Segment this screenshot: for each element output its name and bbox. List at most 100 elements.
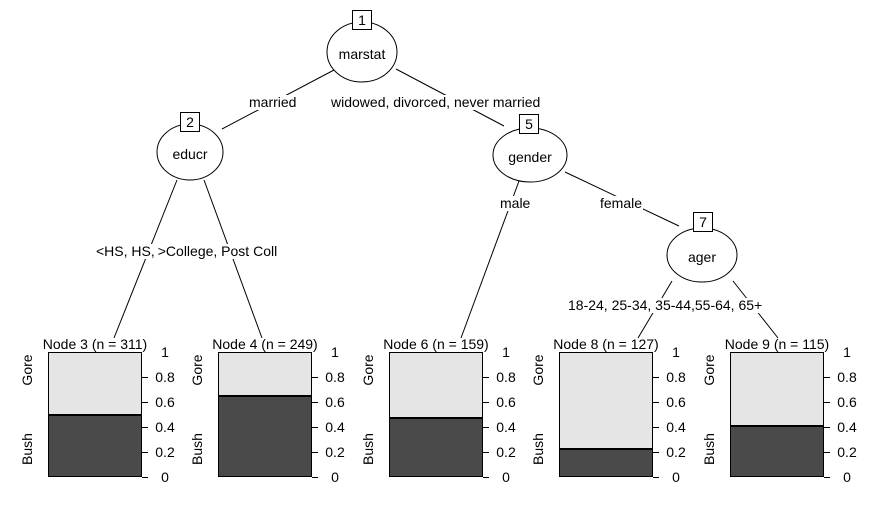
y-tick-0.6 <box>653 402 659 403</box>
bush-segment <box>49 414 141 476</box>
edge-label-educr-categories: <HS, HS, >College, Post Coll <box>95 243 279 259</box>
node1-variable-label: marstat <box>338 46 386 62</box>
y-tick-0.8 <box>824 377 830 378</box>
bush-axis-label: Bush <box>360 433 376 465</box>
bar-plot-box <box>730 352 824 477</box>
y-tick-0 <box>483 477 489 478</box>
y-tick-label: 0.2 <box>666 444 686 460</box>
bush-axis-label: Bush <box>701 433 717 465</box>
y-tick-label: 0 <box>843 469 851 485</box>
y-tick-label: 0 <box>331 469 339 485</box>
terminal-panel-node8: Node 8 (n = 127) 1 0.8 0.6 0.4 0.2 0 Gor… <box>530 337 686 497</box>
y-tick-0.8 <box>483 377 489 378</box>
y-tick-label: 0.2 <box>496 444 516 460</box>
y-tick-0.8 <box>142 377 148 378</box>
y-tick-label: 0.6 <box>496 394 516 410</box>
y-tick-0.2 <box>312 452 318 453</box>
gore-axis-label: Gore <box>530 354 546 386</box>
y-tick-0.6 <box>312 402 318 403</box>
bar-plot-box <box>218 352 312 477</box>
gore-axis-label: Gore <box>360 354 376 386</box>
y-tick-label: 1 <box>502 344 510 360</box>
bush-segment <box>731 425 823 476</box>
node7-id-badge: 7 <box>693 212 713 232</box>
panel-title: Node 9 (n = 115) <box>724 336 830 352</box>
y-tick-label: 0.8 <box>666 369 686 385</box>
y-tick-label: 0.6 <box>666 394 686 410</box>
y-tick-label: 0.8 <box>837 369 857 385</box>
gore-segment <box>731 353 823 426</box>
y-tick-0 <box>653 477 659 478</box>
y-tick-0.4 <box>312 427 318 428</box>
bush-segment <box>219 396 311 476</box>
y-tick-0.2 <box>483 452 489 453</box>
bush-segment <box>390 418 482 476</box>
node1-id-badge: 1 <box>352 10 372 30</box>
gore-axis-label: Gore <box>189 354 205 386</box>
y-tick-0.6 <box>483 402 489 403</box>
y-tick-label: 0 <box>672 469 680 485</box>
y-tick-0.6 <box>824 402 830 403</box>
bar-plot-box <box>389 352 483 477</box>
edge-label-educr-left: <HS, HS, <box>96 243 155 259</box>
y-tick-label: 0 <box>502 469 510 485</box>
edge-label-educr-right: >College, Post Coll <box>157 243 278 259</box>
bush-axis-label: Bush <box>189 433 205 465</box>
y-tick-label: 0.6 <box>155 394 175 410</box>
panel-title: Node 4 (n = 249) <box>212 336 318 352</box>
gore-segment <box>390 353 482 419</box>
y-tick-label: 0.4 <box>325 419 345 435</box>
node5-id-badge: 5 <box>519 114 539 134</box>
node5-variable-label: gender <box>508 149 552 165</box>
bar-plot-box <box>48 352 142 477</box>
y-tick-0.2 <box>824 452 830 453</box>
y-tick-label: 0.2 <box>837 444 857 460</box>
edge-label-widowed-divorced-never-married: widowed, divorced, never married <box>330 94 542 110</box>
gore-segment <box>560 353 652 449</box>
y-tick-label: 0.4 <box>837 419 857 435</box>
y-tick-label: 0.4 <box>496 419 516 435</box>
edge-line-node2-node4 <box>203 179 263 339</box>
y-tick-0.6 <box>142 402 148 403</box>
y-tick-0.4 <box>824 427 830 428</box>
gore-segment <box>49 353 141 415</box>
edge-line-node2-node3 <box>113 179 178 339</box>
bush-segment <box>560 448 652 476</box>
node7-variable-label: ager <box>687 249 717 265</box>
y-tick-label: 1 <box>161 344 169 360</box>
edge-label-male: male <box>499 195 532 211</box>
edge-label-female: female <box>599 195 644 211</box>
bush-axis-label: Bush <box>19 433 35 465</box>
y-tick-label: 1 <box>331 344 339 360</box>
y-tick-label: 0.6 <box>325 394 345 410</box>
node2-variable-label: educr <box>172 146 208 162</box>
y-tick-label: 0.4 <box>666 419 686 435</box>
terminal-panel-node4: Node 4 (n = 249) 1 0.8 0.6 0.4 0.2 0 Gor… <box>189 337 345 497</box>
y-tick-0.8 <box>312 377 318 378</box>
y-tick-label: 0.8 <box>155 369 175 385</box>
y-tick-label: 0 <box>161 469 169 485</box>
y-tick-label: 0.8 <box>325 369 345 385</box>
y-tick-0.2 <box>142 452 148 453</box>
y-tick-label: 1 <box>672 344 680 360</box>
y-tick-label: 0.4 <box>155 419 175 435</box>
y-tick-0 <box>312 477 318 478</box>
edge-label-ager-left: 18-24, 25-34, 35-44, <box>568 297 695 313</box>
terminal-panel-node9: Node 9 (n = 115) 1 0.8 0.6 0.4 0.2 0 Gor… <box>701 337 857 497</box>
terminal-panel-node3: Node 3 (n = 311) 1 0.8 0.6 0.4 0.2 0 Gor… <box>19 337 175 497</box>
edge-label-ager-categories: 18-24, 25-34, 35-44,55-64, 65+ <box>567 297 764 313</box>
y-tick-0.4 <box>142 427 148 428</box>
bar-plot-box <box>559 352 653 477</box>
y-tick-0 <box>142 477 148 478</box>
node2-id-badge: 2 <box>180 112 200 132</box>
y-tick-label: 0.6 <box>837 394 857 410</box>
y-tick-0.4 <box>483 427 489 428</box>
panel-title: Node 3 (n = 311) <box>42 336 148 352</box>
y-tick-label: 1 <box>843 344 851 360</box>
y-tick-label: 0.8 <box>496 369 516 385</box>
gore-segment <box>219 353 311 397</box>
bush-axis-label: Bush <box>530 433 546 465</box>
y-tick-0.8 <box>653 377 659 378</box>
